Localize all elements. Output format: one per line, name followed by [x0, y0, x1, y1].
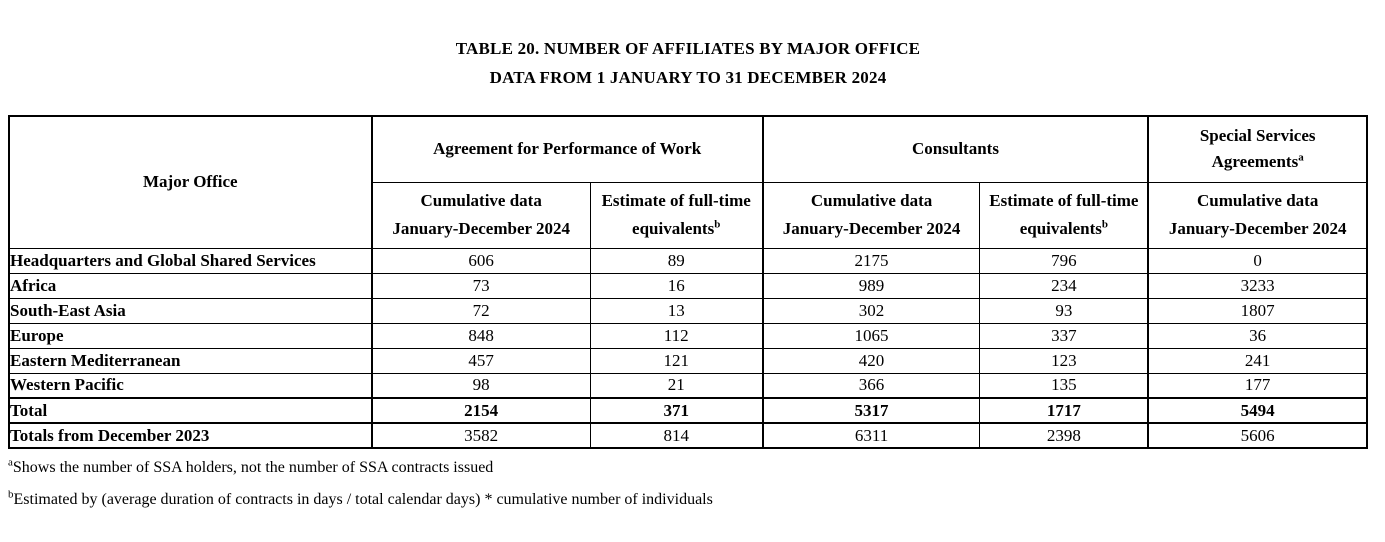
column-header-consultants-fte-estimate: Estimate of full-time equivalentsb [979, 181, 1149, 249]
table-row-eastern-mediterranean: Eastern Mediterranean 457 121 420 123 24… [8, 347, 1368, 374]
row-label: Africa [8, 272, 373, 299]
column-header-consultants-cumulative: Cumulative data January-December 2024 [761, 181, 981, 249]
cell-value: 3582 [370, 422, 591, 449]
cell-value: 72 [370, 297, 591, 324]
cell-value: 112 [589, 322, 764, 349]
footnote-marker-b: b [714, 218, 721, 231]
column-header-apw-cumulative: Cumulative data January-December 2024 [370, 181, 591, 249]
cell-value: 337 [979, 322, 1149, 349]
cell-value: 98 [370, 372, 591, 399]
cell-value: 371 [589, 397, 764, 424]
cell-value: 2175 [761, 247, 981, 274]
column-group-consultants: Consultants [761, 115, 1149, 183]
table-row-headquarters: Headquarters and Global Shared Services … [8, 247, 1368, 274]
cell-value: 848 [370, 322, 591, 349]
cell-value: 73 [370, 272, 591, 299]
cell-value: 177 [1147, 372, 1368, 399]
group-label-line2: Agreementsa [1211, 151, 1304, 172]
footnote-b-text: Estimated by (average duration of contra… [13, 491, 713, 508]
cell-value: 420 [761, 347, 981, 374]
cell-value: 13 [589, 297, 764, 324]
row-label: Eastern Mediterranean [8, 347, 373, 374]
footnote-b-marker: b [8, 488, 14, 501]
column-group-agreement-performance-work: Agreement for Performance of Work [370, 115, 764, 183]
row-label: Western Pacific [8, 372, 373, 399]
cell-value: 1807 [1147, 297, 1368, 324]
group-label: Agreement for Performance of Work [433, 139, 702, 159]
cell-value: 123 [979, 347, 1149, 374]
row-label: Totals from December 2023 [8, 422, 373, 449]
cell-value: 796 [979, 247, 1149, 274]
page-title-line2: DATA FROM 1 JANUARY TO 31 DECEMBER 2024 [489, 68, 887, 87]
row-label: Headquarters and Global Shared Services [8, 247, 373, 274]
table-row-total: Total 2154 371 5317 1717 5494 [8, 397, 1368, 424]
cell-value: 5606 [1147, 422, 1368, 449]
cell-value: 234 [979, 272, 1149, 299]
cell-value: 121 [589, 347, 764, 374]
page-title: TABLE 20. NUMBER OF AFFILIATES BY MAJOR … [0, 34, 1376, 92]
footnote-marker-b: b [1101, 218, 1109, 231]
cell-value: 1065 [761, 322, 981, 349]
cell-value: 93 [979, 297, 1149, 324]
cell-value: 366 [761, 372, 981, 399]
cell-value: 89 [589, 247, 764, 274]
cell-value: 2154 [370, 397, 591, 424]
cell-value: 457 [370, 347, 591, 374]
cell-value: 21 [589, 372, 764, 399]
cell-value: 606 [370, 247, 591, 274]
cell-value: 6311 [761, 422, 981, 449]
table-row-totals-december-2023: Totals from December 2023 3582 814 6311 … [8, 422, 1368, 449]
cell-value: 135 [979, 372, 1149, 399]
footnote-b: bEstimated by (average duration of contr… [8, 488, 713, 510]
footnote-marker-a: a [1298, 151, 1304, 164]
cell-value: 36 [1147, 322, 1368, 349]
cell-value: 302 [761, 297, 981, 324]
column-header-apw-fte-estimate: Estimate of full-time equivalentsb [589, 181, 764, 249]
group-label-line1: Special Services [1199, 126, 1316, 146]
table-row-south-east-asia: South-East Asia 72 13 302 93 1807 [8, 297, 1368, 324]
page-title-line1: TABLE 20. NUMBER OF AFFILIATES BY MAJOR … [455, 39, 921, 58]
table-row-europe: Europe 848 112 1065 337 36 [8, 322, 1368, 349]
footnote-a-text: Shows the number of SSA holders, not the… [12, 459, 494, 476]
cell-value: 5317 [761, 397, 981, 424]
row-label: Total [8, 397, 373, 424]
table-sub-header-row: Cumulative data January-December 2024 Es… [9, 181, 1368, 249]
footnotes: aShows the number of SSA holders, not th… [8, 456, 713, 522]
affiliates-table: Major Office Agreement for Performance o… [8, 115, 1368, 449]
table-group-header-row: Major Office Agreement for Performance o… [8, 115, 1368, 249]
cell-value: 989 [761, 272, 981, 299]
column-header-ssa-cumulative: Cumulative data January-December 2024 [1147, 181, 1368, 249]
cell-value: 241 [1147, 347, 1368, 374]
cell-value: 1717 [979, 397, 1149, 424]
row-label: South-East Asia [8, 297, 373, 324]
table-row-western-pacific: Western Pacific 98 21 366 135 177 [8, 372, 1368, 399]
column-group-special-services-agreements: Special Services Agreementsa [1147, 115, 1368, 183]
row-label: Europe [8, 322, 373, 349]
footnote-a: aShows the number of SSA holders, not th… [8, 456, 713, 478]
cell-value: 3233 [1147, 272, 1368, 299]
cell-value: 2398 [979, 422, 1149, 449]
cell-value: 5494 [1147, 397, 1368, 424]
cell-value: 16 [589, 272, 764, 299]
footnote-a-marker: a [8, 456, 13, 469]
column-header-major-office: Major Office [8, 115, 373, 249]
group-label: Consultants [912, 139, 999, 159]
cell-value: 0 [1147, 247, 1368, 274]
table-row-africa: Africa 73 16 989 234 3233 [8, 272, 1368, 299]
cell-value: 814 [589, 422, 764, 449]
